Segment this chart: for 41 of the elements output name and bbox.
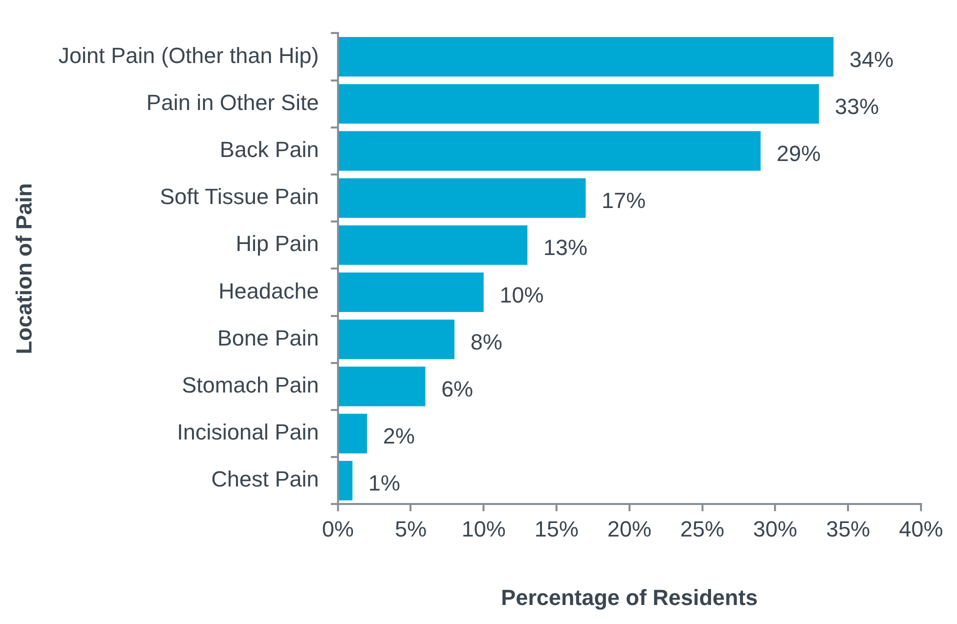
y-tick-label: Chest Pain bbox=[211, 466, 319, 492]
x-tick-label: 0% bbox=[322, 516, 354, 542]
data-label: 6% bbox=[441, 376, 474, 402]
bar bbox=[338, 320, 454, 360]
bar bbox=[338, 178, 586, 218]
bar bbox=[338, 131, 761, 171]
x-tick-label: 15% bbox=[534, 516, 579, 542]
bar bbox=[338, 36, 834, 77]
x-tick-label: 35% bbox=[826, 516, 870, 542]
y-tick-label: Pain in Other Site bbox=[146, 90, 319, 115]
y-axis-title: Location of Pain bbox=[11, 183, 36, 354]
y-tick-label: Back Pain bbox=[220, 137, 319, 162]
y-tick-label: Incisional Pain bbox=[176, 420, 319, 445]
bar bbox=[338, 272, 484, 312]
x-tick-label: 25% bbox=[680, 516, 724, 542]
y-tick-label: Soft Tissue Pain bbox=[160, 184, 319, 210]
bar bbox=[338, 460, 352, 500]
data-label: 13% bbox=[543, 235, 588, 260]
y-tick-label: Bone Pain bbox=[217, 325, 319, 350]
bar bbox=[338, 414, 368, 454]
data-label: 17% bbox=[602, 188, 646, 214]
y-tick-label: Hip Pain bbox=[236, 231, 319, 256]
x-tick-label: 20% bbox=[607, 516, 652, 542]
data-label: 33% bbox=[834, 94, 879, 119]
data-label: 2% bbox=[383, 424, 415, 449]
data-label: 34% bbox=[850, 46, 894, 72]
y-tick-label: Headache bbox=[218, 278, 319, 304]
y-tick-label: Stomach Pain bbox=[182, 372, 319, 398]
x-tick-label: 30% bbox=[753, 516, 798, 542]
data-label: 8% bbox=[470, 329, 502, 354]
bar bbox=[338, 225, 528, 265]
data-label: 1% bbox=[368, 470, 400, 496]
bar bbox=[338, 366, 426, 406]
x-axis-title: Percentage of Residents bbox=[501, 584, 758, 610]
x-tick-label: 40% bbox=[898, 516, 944, 542]
x-tick-label: 5% bbox=[394, 516, 427, 542]
bar bbox=[338, 84, 819, 124]
data-label: 10% bbox=[500, 282, 544, 308]
x-tick-label: 10% bbox=[462, 516, 506, 542]
y-tick-label: Joint Pain (Other than Hip) bbox=[58, 42, 319, 68]
data-label: 29% bbox=[776, 141, 821, 166]
